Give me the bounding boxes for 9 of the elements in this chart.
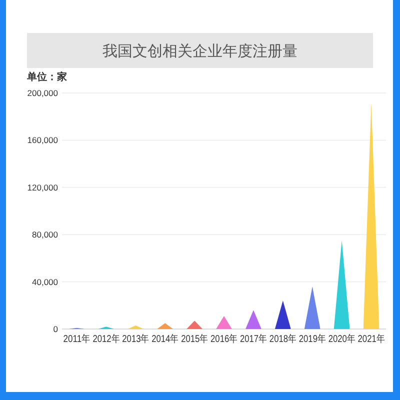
y-tick-label: 40,000 [32,276,58,287]
y-tick-label: 0 [53,324,58,334]
x-tick-label: 2021年 [358,332,390,344]
y-tick-label: 120,000 [27,182,58,192]
y-tick-label: 200,000 [27,88,58,98]
chart-title: 我国文创相关企业年度注册量 [102,42,298,60]
y-tick-label: 80,000 [32,230,58,240]
y-tick-label: 160,000 [27,135,58,146]
y-axis-title: 单位：家 [26,70,67,82]
